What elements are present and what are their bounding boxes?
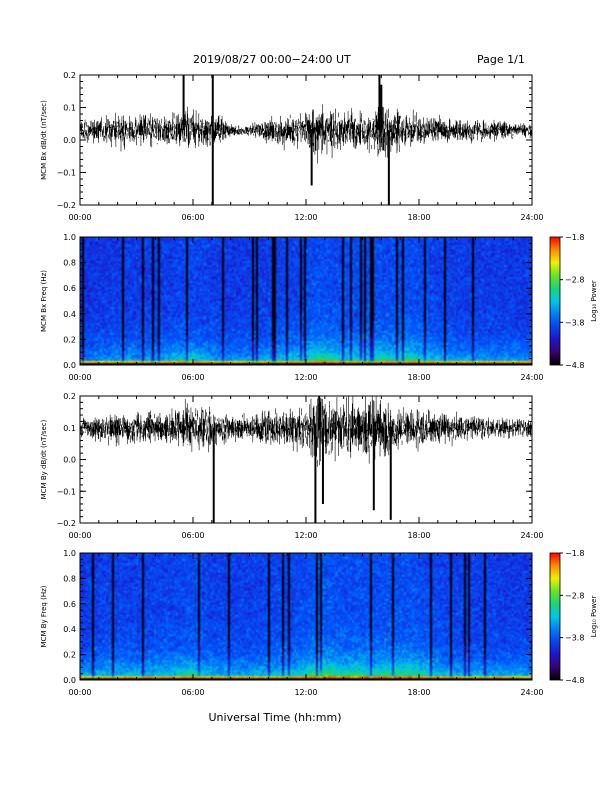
- y-tick-label: 0.8: [63, 574, 76, 583]
- colorbar-tick-label: −4.8: [565, 676, 584, 685]
- y-tick-label: 0.4: [63, 625, 76, 634]
- colorbar-tick-label: −2.8: [565, 591, 584, 600]
- y-tick-label: 0.0: [63, 136, 76, 145]
- colorbar-tick-label: −4.8: [565, 361, 584, 370]
- y-tick-label: 0.0: [63, 676, 76, 685]
- colorbar-label: Log₁₀ Power: [590, 596, 598, 638]
- colorbar-tick-label: −2.8: [565, 276, 584, 285]
- colorbar-tick-label: −3.8: [565, 318, 584, 327]
- y-tick-label: 0.0: [63, 456, 76, 465]
- y-tick-label: 0.6: [63, 284, 76, 293]
- x-tick-label: 24:00: [520, 373, 543, 382]
- x-tick-label: 06:00: [181, 688, 204, 697]
- x-axis-title: Universal Time (hh:mm): [209, 711, 342, 724]
- y-tick-label: 0.8: [63, 259, 76, 268]
- x-tick-label: 24:00: [520, 688, 543, 697]
- plot-frame: [79, 395, 533, 524]
- colorbar-tick-label: −1.8: [565, 233, 584, 242]
- y-tick-label: −0.1: [57, 169, 76, 178]
- y-tick-label: 0.2: [63, 651, 76, 660]
- spectrogram-images: [80, 237, 532, 680]
- x-tick-label: 18:00: [407, 688, 430, 697]
- spectrogram-image: [80, 237, 532, 365]
- y-tick-label: 0.1: [63, 104, 76, 113]
- x-tick-label: 12:00: [294, 213, 317, 222]
- y-tick-label: 0.2: [63, 392, 76, 401]
- x-tick-label: 06:00: [181, 213, 204, 222]
- y-tick-label: −0.2: [57, 519, 76, 528]
- spectrogram-image: [80, 553, 532, 680]
- y-axis-label: MCM By Freq (Hz): [40, 585, 48, 647]
- x-tick-label: 12:00: [294, 531, 317, 540]
- x-tick-label: 00:00: [68, 373, 91, 382]
- dbdt-trace: [79, 396, 533, 467]
- x-tick-label: 24:00: [520, 531, 543, 540]
- colorbar: [549, 552, 561, 681]
- colorbar-label: Log₁₀ Power: [590, 280, 598, 322]
- y-axis-label: MCM By dB/dt (nT/sec): [40, 419, 48, 499]
- plot-frame: [79, 74, 533, 206]
- y-tick-label: 0.4: [63, 310, 76, 319]
- figure-title: 2019/08/27 00:00−24:00 UT: [193, 53, 351, 66]
- x-tick-label: 00:00: [68, 688, 91, 697]
- y-tick-label: −0.2: [57, 201, 76, 210]
- y-tick-label: 0.0: [63, 361, 76, 370]
- y-tick-label: −0.1: [57, 487, 76, 496]
- x-tick-label: 12:00: [294, 373, 317, 382]
- y-tick-label: 1.0: [63, 549, 76, 558]
- x-tick-label: 24:00: [520, 213, 543, 222]
- y-tick-label: 0.6: [63, 600, 76, 609]
- dbdt-trace: [79, 104, 533, 164]
- page-number: Page 1/1: [477, 53, 525, 66]
- x-tick-label: 00:00: [68, 213, 91, 222]
- x-tick-label: 06:00: [181, 373, 204, 382]
- y-axis-label: MCM Bx Freq (Hz): [40, 270, 48, 332]
- axes-and-labels: 0.2 0.1 0.0 −0.1 −0.2 MCM Bx dB/dt (nT/sec) 00…: [40, 71, 598, 724]
- x-tick-label: 18:00: [407, 213, 430, 222]
- y-axis-label: MCM Bx dB/dt (nT/sec): [40, 100, 48, 180]
- x-tick-label: 18:00: [407, 531, 430, 540]
- colorbar-tick-label: −1.8: [565, 549, 584, 558]
- x-tick-label: 12:00: [294, 688, 317, 697]
- y-tick-label: 0.2: [63, 335, 76, 344]
- y-tick-label: 1.0: [63, 233, 76, 242]
- colorbar: [549, 236, 561, 366]
- x-tick-label: 18:00: [407, 373, 430, 382]
- y-tick-label: 0.1: [63, 424, 76, 433]
- x-tick-label: 06:00: [181, 531, 204, 540]
- y-tick-label: 0.2: [63, 71, 76, 80]
- colorbar-tick-label: −3.8: [565, 634, 584, 643]
- x-tick-label: 00:00: [68, 531, 91, 540]
